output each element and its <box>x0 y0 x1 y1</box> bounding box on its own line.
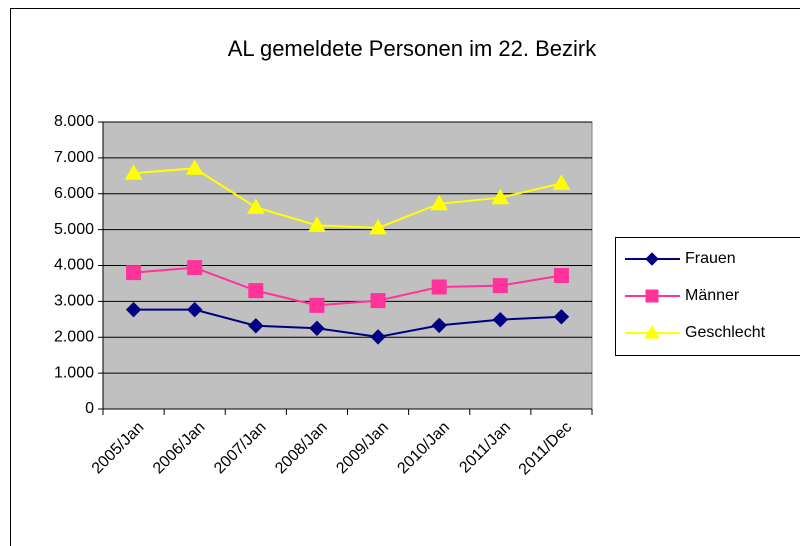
marker <box>186 301 203 318</box>
marker <box>309 320 325 336</box>
y-tick-label: 4.000 <box>54 257 94 274</box>
marker <box>492 278 508 294</box>
marker <box>248 283 264 299</box>
marker <box>370 293 386 309</box>
legend-label: Männer <box>685 287 740 304</box>
marker <box>431 279 447 295</box>
y-tick-label: 8.000 <box>54 113 94 130</box>
legend-marker <box>645 289 659 303</box>
series-line <box>133 167 562 229</box>
marker <box>492 311 509 328</box>
marker <box>553 268 569 284</box>
marker <box>309 297 325 313</box>
y-tick-label: 0 <box>85 400 94 417</box>
marker <box>248 318 264 334</box>
legend-marker <box>644 325 660 339</box>
marker <box>187 260 203 276</box>
marker <box>185 159 204 175</box>
series-line <box>133 308 562 338</box>
marker <box>369 218 387 235</box>
marker <box>308 216 326 232</box>
marker <box>126 265 142 281</box>
marker <box>431 317 447 334</box>
marker <box>491 188 510 205</box>
marker <box>124 164 143 180</box>
legend-marker <box>645 252 659 266</box>
y-tick-label: 3.000 <box>54 293 94 310</box>
y-tick-label: 1.000 <box>54 364 94 381</box>
series-line <box>133 266 562 307</box>
legend-label: Geschlecht <box>685 324 766 341</box>
y-tick-label: 6.000 <box>54 185 94 202</box>
marker <box>553 309 570 325</box>
y-tick-label: 2.000 <box>54 328 94 345</box>
marker <box>430 194 449 211</box>
y-tick-label: 5.000 <box>54 221 94 238</box>
y-tick-label: 7.000 <box>54 149 94 166</box>
marker <box>125 301 142 318</box>
marker <box>246 198 265 214</box>
marker <box>552 174 571 190</box>
marker <box>370 329 386 345</box>
legend-label: Frauen <box>685 250 736 267</box>
chart-title: AL gemeldete Personen im 22. Bezirk <box>228 36 597 61</box>
